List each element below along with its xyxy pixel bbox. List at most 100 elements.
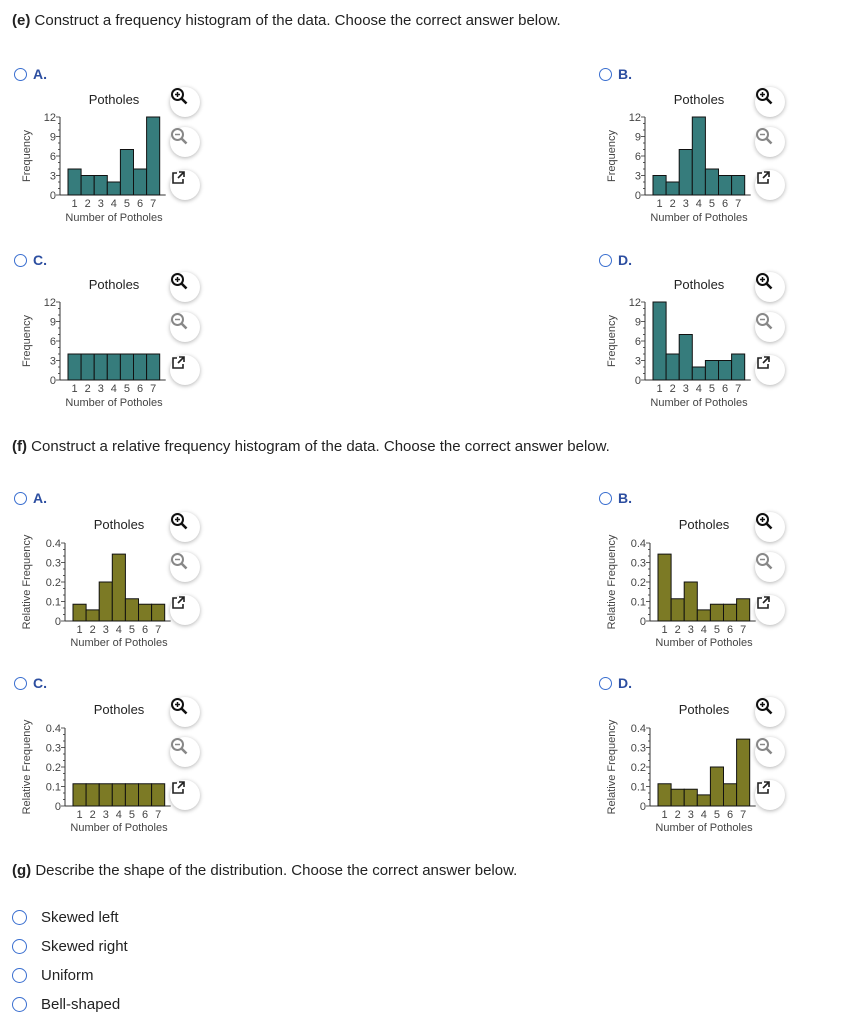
zoom-out-button[interactable] <box>170 552 200 582</box>
radio-button[interactable] <box>599 67 612 81</box>
y-tick-label: 0.1 <box>46 597 61 609</box>
pop-out-button[interactable] <box>755 595 785 625</box>
radio-button[interactable] <box>599 676 612 690</box>
radio-button[interactable] <box>599 491 612 505</box>
radio-button[interactable] <box>12 968 27 983</box>
x-tick-label: 5 <box>124 383 130 395</box>
option-uniform[interactable]: Uniform <box>12 967 128 984</box>
histogram-bar <box>93 175 108 196</box>
y-tick-label: 0 <box>50 190 56 202</box>
zoom-in-icon <box>756 273 773 290</box>
zoom-out-button[interactable] <box>170 737 200 767</box>
option-f-D[interactable]: D. <box>599 675 632 691</box>
pop-out-button[interactable] <box>170 170 200 200</box>
option-bell-shaped[interactable]: Bell-shaped <box>12 996 128 1013</box>
x-tick-label: 5 <box>129 624 135 636</box>
x-tick-label: 4 <box>701 624 707 636</box>
x-tick-label: 2 <box>90 624 96 636</box>
y-tick-label: 6 <box>635 151 641 163</box>
histogram-bar <box>696 794 711 807</box>
radio-button[interactable] <box>12 997 27 1012</box>
option-letter: B. <box>618 66 632 82</box>
option-e-C[interactable]: C. <box>14 252 47 268</box>
zoom-out-button[interactable] <box>755 552 785 582</box>
radio-button[interactable] <box>14 67 27 81</box>
shape-options: Skewed left Skewed right Uniform Bell-sh… <box>12 909 128 1013</box>
histogram-bar <box>691 366 706 381</box>
y-axis-label: Frequency <box>606 315 618 367</box>
zoom-in-button[interactable] <box>755 272 785 302</box>
option-e-B[interactable]: B. <box>599 66 632 82</box>
option-skewed-right[interactable]: Skewed right <box>12 938 128 955</box>
histogram-bar <box>72 783 87 807</box>
histogram-bar <box>72 603 87 622</box>
pop-out-button[interactable] <box>755 780 785 810</box>
pop-out-icon <box>172 596 185 609</box>
histogram-bar <box>678 334 693 381</box>
pop-out-icon <box>757 171 770 184</box>
zoom-in-button[interactable] <box>170 87 200 117</box>
y-tick-label: 9 <box>635 317 641 329</box>
pop-out-button[interactable] <box>755 355 785 385</box>
x-tick-label: 7 <box>735 198 741 210</box>
y-axis-label: Frequency <box>21 315 33 367</box>
option-e-A[interactable]: A. <box>14 66 47 82</box>
option-skewed-left[interactable]: Skewed left <box>12 909 128 926</box>
histogram-bar <box>138 603 153 622</box>
zoom-in-icon <box>171 273 188 290</box>
zoom-out-button[interactable] <box>170 312 200 342</box>
x-tick-label: 7 <box>155 809 161 821</box>
pop-out-button[interactable] <box>755 170 785 200</box>
pop-out-button[interactable] <box>170 595 200 625</box>
zoom-in-button[interactable] <box>170 272 200 302</box>
histogram-bar <box>718 175 733 196</box>
y-tick-label: 0.2 <box>631 577 646 589</box>
y-tick-label: 0 <box>640 616 646 628</box>
option-f-C[interactable]: C. <box>14 675 47 691</box>
zoom-in-button[interactable] <box>755 87 785 117</box>
zoom-in-button[interactable] <box>755 512 785 542</box>
zoom-in-button[interactable] <box>170 512 200 542</box>
radio-button[interactable] <box>599 253 612 267</box>
pop-out-button[interactable] <box>170 355 200 385</box>
histogram-svg: Potholes Frequency Number of Potholes 0 3 6 9 1… <box>606 92 751 224</box>
zoom-out-button[interactable] <box>755 127 785 157</box>
y-tick-label: 9 <box>50 317 56 329</box>
y-tick-label: 6 <box>50 151 56 163</box>
histogram-bar <box>124 598 140 622</box>
option-f-B[interactable]: B. <box>599 490 632 506</box>
zoom-in-icon <box>756 698 773 715</box>
pop-out-icon <box>172 781 185 794</box>
x-axis-label: Number of Potholes <box>70 822 168 834</box>
zoom-in-icon <box>171 88 188 105</box>
histogram-bar <box>652 175 667 196</box>
x-axis-label: Number of Potholes <box>70 637 168 649</box>
x-tick-label: 5 <box>714 809 720 821</box>
zoom-out-button[interactable] <box>755 737 785 767</box>
x-tick-label: 7 <box>740 624 746 636</box>
x-axis-label: Number of Potholes <box>655 637 753 649</box>
x-tick-label: 3 <box>103 624 109 636</box>
pop-out-button[interactable] <box>170 780 200 810</box>
radio-button[interactable] <box>12 939 27 954</box>
option-label: Bell-shaped <box>41 996 121 1013</box>
histogram-bar <box>683 788 698 807</box>
radio-button[interactable] <box>14 253 27 267</box>
y-tick-label: 0.4 <box>631 538 646 550</box>
zoom-out-button[interactable] <box>170 127 200 157</box>
histogram-bar <box>731 353 746 381</box>
zoom-out-button[interactable] <box>755 312 785 342</box>
zoom-in-button[interactable] <box>170 697 200 727</box>
zoom-out-icon <box>171 313 188 330</box>
radio-button[interactable] <box>12 910 27 925</box>
chart-title: Potholes <box>679 517 730 532</box>
y-tick-label: 0 <box>55 801 61 813</box>
radio-button[interactable] <box>14 676 27 690</box>
option-f-A[interactable]: A. <box>14 490 47 506</box>
histogram-bar <box>138 783 153 807</box>
x-tick-label: 6 <box>142 809 148 821</box>
zoom-in-button[interactable] <box>755 697 785 727</box>
x-tick-label: 1 <box>661 624 667 636</box>
radio-button[interactable] <box>14 491 27 505</box>
option-e-D[interactable]: D. <box>599 252 632 268</box>
